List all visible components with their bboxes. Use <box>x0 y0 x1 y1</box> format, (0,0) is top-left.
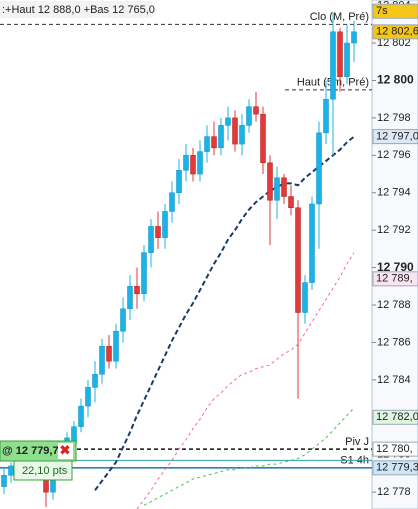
candle-body <box>351 31 357 44</box>
candle-body <box>218 125 224 149</box>
points-box <box>13 460 73 481</box>
candle-body <box>253 106 259 115</box>
candle-body <box>232 117 238 145</box>
order-points: 22,10 pts <box>22 465 68 477</box>
candle-body <box>120 308 126 332</box>
price-tag <box>372 271 418 287</box>
price-tag-label: 7s <box>376 5 388 17</box>
candle-body <box>169 192 175 212</box>
price-tag-label: 12 789, <box>376 273 413 285</box>
candle-body <box>78 405 84 427</box>
candle-body <box>106 345 112 362</box>
candle-body <box>162 211 168 238</box>
candle-body <box>197 151 203 175</box>
price-tag-label: 12 782,0 <box>376 411 418 423</box>
candle-body <box>309 203 315 283</box>
candle-body <box>148 226 154 253</box>
y-tick-label: 12 798 <box>377 112 411 124</box>
close-button[interactable] <box>58 443 73 459</box>
candle-body <box>1 475 7 487</box>
y-tick-label: 12 800 <box>377 73 414 87</box>
candle-body <box>127 286 133 310</box>
price-tag-label: 12 797,0 <box>376 131 418 143</box>
candle-body <box>92 374 98 388</box>
candle-body <box>99 345 105 375</box>
indicator-line <box>136 252 355 509</box>
candle-body <box>295 207 301 313</box>
candle-body <box>204 136 210 152</box>
level-label: Clo (M, Pré) <box>310 11 369 23</box>
y-tick-label: 12 796 <box>377 149 411 161</box>
candle-body <box>267 162 273 201</box>
candle-body <box>113 330 119 362</box>
price-tag <box>372 3 418 19</box>
candle-body <box>155 226 161 238</box>
close-icon[interactable]: ✖ <box>60 442 71 457</box>
price-tag <box>372 441 418 457</box>
y-tick-label: 12 802 <box>377 37 411 49</box>
level-label: Piv J <box>345 436 369 448</box>
candle-body <box>323 98 329 134</box>
candle-body <box>330 31 336 100</box>
price-tag <box>372 460 418 476</box>
candle-body <box>260 113 266 164</box>
order-price: @ 12 779,7 <box>2 445 59 457</box>
candle-body <box>141 252 147 295</box>
candle-body <box>176 170 182 193</box>
y-tick-label: 12 794 <box>377 187 411 199</box>
info-box <box>0 1 152 18</box>
candle-body <box>246 106 252 126</box>
candle-body <box>183 155 189 171</box>
candle-body <box>281 177 287 197</box>
price-tag-label: 12 802,6 <box>376 26 418 38</box>
info-text: :+Haut 12 888,0 +Bas 12 765,0 <box>2 4 155 16</box>
candle-body <box>239 125 245 145</box>
candle-body <box>134 286 140 295</box>
candle-body <box>190 155 196 175</box>
y-tick-label: 12 778 <box>377 486 411 498</box>
price-tag <box>372 409 418 425</box>
price-tag-label: 12 780, <box>376 443 413 455</box>
y-tick-label: 12 790 <box>377 260 414 274</box>
candle-body <box>337 31 343 77</box>
price-tag-label: 12 779,3 <box>376 462 418 474</box>
y-tick-label: 12 788 <box>377 299 411 311</box>
y-tick-label: 12 792 <box>377 224 411 236</box>
candle-body <box>225 117 231 126</box>
candle-body <box>8 465 14 476</box>
candle-body <box>288 196 294 208</box>
candle-body <box>316 132 322 205</box>
order-widget[interactable]: @ 12 779,7 ✖ 22,10 pts <box>0 440 77 481</box>
price-tag <box>372 24 418 40</box>
price-tag <box>372 129 418 145</box>
indicator-line <box>94 135 355 491</box>
candle-body <box>211 136 217 149</box>
candle-body <box>302 282 308 313</box>
candle-body <box>344 42 350 77</box>
y-tick-label: 12 784 <box>377 374 411 386</box>
candle-body <box>85 387 91 407</box>
y-tick-label: 12 786 <box>377 336 411 348</box>
candle-body <box>274 177 280 201</box>
